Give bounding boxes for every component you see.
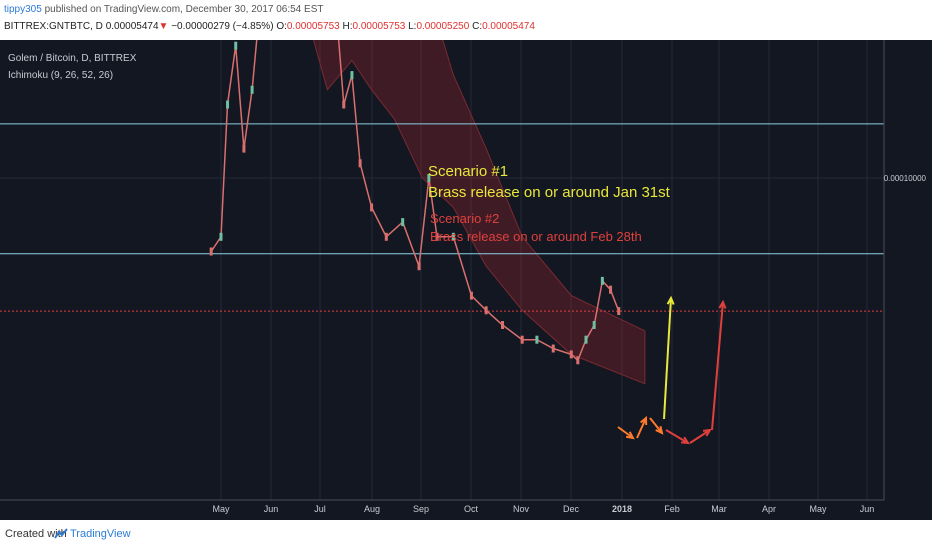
last-price: 0.00005474	[105, 21, 159, 32]
low-label: L:	[408, 21, 417, 32]
chart-svg[interactable]: 0.000175780.000147100.000118420.00007423…	[0, 40, 932, 520]
created-with-label: Created with	[5, 528, 67, 540]
candle	[209, 247, 213, 256]
candle	[484, 306, 488, 315]
scenario-arrow	[636, 417, 647, 439]
open-label: O:	[276, 21, 287, 32]
candle	[350, 71, 354, 80]
candle	[535, 335, 539, 344]
ichimoku-cloud	[312, 40, 646, 385]
scenario-annotation: Scenario #2	[430, 211, 499, 226]
x-tick-label: Jul	[314, 504, 326, 514]
candle	[417, 262, 421, 271]
chart-area[interactable]: 0.000175780.000147100.000118420.00007423…	[0, 40, 932, 520]
scenario-arrow	[617, 426, 634, 439]
x-tick-label: Apr	[762, 504, 776, 514]
header: tippy305 published on TradingView.com, D…	[0, 0, 932, 40]
candle	[250, 85, 254, 94]
chart-title: Golem / Bitcoin, D, BITTREX	[8, 53, 137, 64]
scenario-1-arrow	[663, 297, 672, 420]
ohlc-line: BITTREX:GNTBTC, D 0.00005474▼ −0.0000027…	[4, 21, 535, 32]
candle	[576, 356, 580, 365]
open-value: 0.00005753	[286, 21, 340, 32]
candle	[617, 307, 621, 316]
candle	[384, 232, 388, 241]
scenario-2-arrow	[689, 429, 711, 444]
indicator-label: Ichimoku (9, 26, 52, 26)	[8, 70, 114, 81]
candle	[609, 285, 613, 294]
high-value: 0.00005753	[352, 21, 406, 32]
scenario-annotation: Brass release on or around Feb 28th	[430, 229, 642, 244]
candle	[569, 350, 573, 359]
candle	[234, 41, 238, 50]
scenario-1-arrow-head	[666, 295, 675, 305]
candle	[242, 144, 246, 153]
scenario-arrow-head	[639, 415, 648, 426]
candle	[469, 291, 473, 300]
publish-line: tippy305 published on TradingView.com, D…	[4, 4, 323, 15]
scenario-2-arrow	[665, 429, 689, 444]
x-tick-label: Oct	[464, 504, 479, 514]
scenario-annotation: Brass release on or around Jan 31st	[428, 184, 671, 201]
candle	[600, 276, 604, 285]
close-label: C:	[472, 21, 483, 32]
scenario-2-arrow-head	[718, 299, 727, 309]
x-tick-label: 2018	[612, 504, 632, 514]
x-tick-label: Jun	[264, 504, 279, 514]
x-tick-label: Mar	[711, 504, 727, 514]
x-tick-label: Feb	[664, 504, 680, 514]
candle	[370, 203, 374, 212]
tradingview-brand[interactable]: TradingView	[70, 528, 131, 540]
x-tick-label: Sep	[413, 504, 429, 514]
candle	[592, 321, 596, 329]
candle	[451, 232, 455, 241]
symbol-label: BITTREX:GNTBTC, D	[4, 21, 103, 32]
candle	[584, 335, 588, 344]
published-text: published on TradingView.com, December 3…	[41, 4, 324, 15]
scenario-arrow-head	[625, 431, 635, 440]
down-arrow-icon: ▼	[158, 21, 169, 32]
scenario-arrow-head	[655, 425, 664, 435]
candle	[401, 218, 405, 227]
price-change: −0.00000279 (−4.85%)	[171, 21, 274, 32]
x-tick-label: Aug	[364, 504, 380, 514]
scenario-annotation: Scenario #1	[428, 163, 508, 180]
candle	[551, 344, 555, 353]
candle	[358, 159, 362, 168]
username-link[interactable]: tippy305	[4, 4, 42, 15]
low-value: 0.00005250	[416, 21, 470, 32]
x-tick-label: May	[212, 504, 230, 514]
price-series-line	[210, 40, 620, 362]
candle	[435, 232, 439, 241]
price-axis-panel	[884, 40, 932, 520]
close-value: 0.00005474	[482, 21, 535, 32]
scenario-2-arrow-head	[680, 436, 690, 445]
high-label: H:	[342, 21, 353, 32]
footer: Created with TradingView	[0, 520, 932, 550]
x-tick-label: Nov	[513, 504, 530, 514]
candle	[342, 100, 346, 109]
x-tick-label: Jun	[860, 504, 875, 514]
candle	[520, 335, 524, 344]
scenario-arrow	[649, 417, 663, 434]
scenario-2-arrow	[711, 301, 724, 431]
candle	[226, 100, 230, 109]
candle	[219, 232, 223, 241]
y-tick-label: 0.00010000	[884, 174, 927, 183]
tradingview-logo-icon	[54, 527, 68, 545]
candle	[501, 321, 505, 329]
candle	[427, 174, 431, 182]
x-tick-label: May	[809, 504, 827, 514]
x-tick-label: Dec	[563, 504, 580, 514]
scenario-2-arrow-head	[702, 428, 712, 437]
